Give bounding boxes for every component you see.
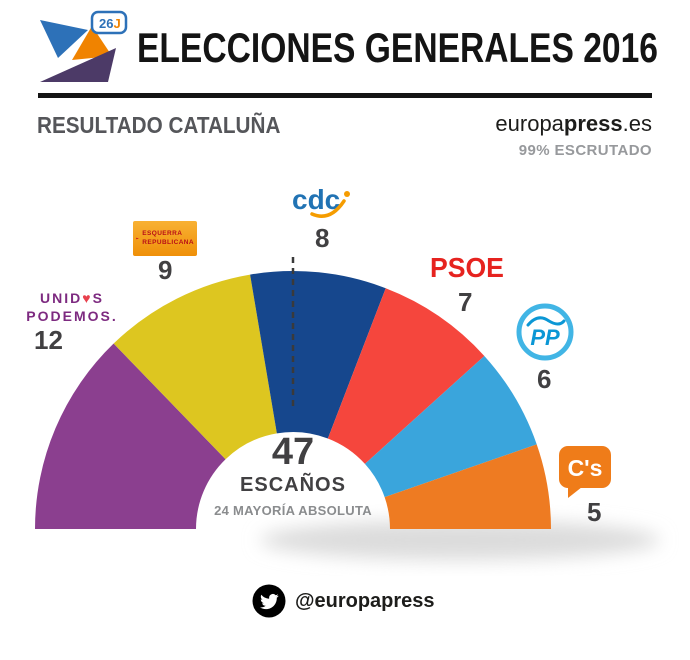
- unidos-podemos-logo-line1: UNID♥S: [40, 290, 104, 306]
- pp-logo: PP: [516, 303, 574, 361]
- pp-gull-icon: [526, 316, 566, 327]
- seats-unidos-podemos: 12: [34, 325, 63, 355]
- cs-logo-text: C's: [568, 455, 603, 481]
- cdc-smile-icon: [310, 199, 346, 218]
- brand-part-press: press: [563, 111, 623, 136]
- brand-part-es: .es: [622, 111, 652, 136]
- erc-flag-icon: [136, 237, 140, 240]
- unidos-podemos-logo-line2: PODEMOS.: [26, 307, 118, 324]
- segment-pp: [364, 355, 537, 498]
- segment-psoe: [327, 288, 485, 464]
- cs-bubble: [559, 446, 611, 488]
- logo-purple-triangle: [40, 48, 116, 82]
- majority-label: 24 MAYORÍA ABSOLUTA: [214, 503, 372, 518]
- psoe-logo: PSOE: [430, 252, 504, 283]
- ciudadanos-logo: C's: [559, 446, 611, 498]
- cs-bubble-tail: [568, 487, 582, 498]
- chart-center-label: 47 ESCAÑOS 24 MAYORÍA ABSOLUTA: [193, 433, 393, 518]
- segment-unidos-podemos: [34, 343, 226, 529]
- total-seats-value: 47: [271, 431, 315, 473]
- scrutiny-label: 99% ESCRUTADO: [518, 142, 652, 159]
- result-title: RESULTADO CATALUÑA: [37, 112, 281, 138]
- cdc-logo-text: cdc: [292, 184, 340, 215]
- pp-ring: [516, 303, 574, 361]
- footer: @europapress: [252, 584, 435, 618]
- brand-part-europa: europa: [495, 111, 564, 136]
- segment-cdc: [250, 270, 386, 439]
- logo-26j-text: 26J: [99, 16, 121, 31]
- seats-erc: 9: [158, 255, 173, 285]
- seats-label: ESCAÑOS: [240, 474, 346, 496]
- logo-orange-triangle: [72, 26, 112, 60]
- seats-psoe: 7: [458, 287, 473, 317]
- logo-26j-badge: 26J: [90, 10, 128, 35]
- pp-logo-text: PP: [530, 325, 560, 350]
- segment-c-s: [384, 444, 551, 529]
- brand-europapress: europapress.es: [495, 111, 652, 137]
- seats-pp: 6: [537, 364, 552, 394]
- erc-logo-text: ESQUERRA REPUBLICANA: [142, 230, 194, 246]
- page-title: ELECCIONES GENERALES 2016: [137, 24, 658, 71]
- seat-segments: [34, 270, 551, 529]
- europapress-26j-logo: 26J: [40, 10, 128, 82]
- chart-shadow: [260, 520, 660, 560]
- cdc-dot-icon: [344, 191, 350, 197]
- cdc-logo: cdc: [292, 184, 350, 218]
- unidos-podemos-logo: UNID♥S PODEMOS.: [22, 290, 122, 325]
- seats-cdc: 8: [315, 223, 330, 253]
- segment-erc: [113, 274, 277, 460]
- logo-blue-triangle: [40, 20, 88, 58]
- twitter-handle: @europapress: [295, 589, 435, 612]
- seats-cs: 5: [587, 497, 602, 527]
- header-divider: [38, 93, 652, 98]
- erc-logo: ESQUERRA REPUBLICANA: [133, 221, 197, 256]
- twitter-icon: [252, 584, 286, 618]
- heart-icon: ♥: [82, 290, 93, 306]
